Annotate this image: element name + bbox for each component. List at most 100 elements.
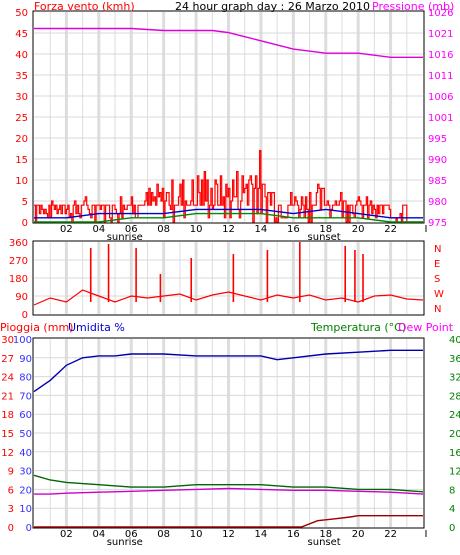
- hour-label: 20: [352, 224, 365, 235]
- sunrise-label: sunrise: [107, 537, 143, 548]
- wind-tick-label: 35: [15, 71, 28, 82]
- hour-label: 22: [384, 224, 397, 235]
- pressure-tick-label: 1006: [428, 92, 453, 103]
- wind-direction-line: [33, 289, 424, 306]
- pressure-axis-title: Pressione (mb): [372, 0, 454, 13]
- pressure-tick-label: 985: [428, 176, 447, 187]
- dewpoint-axis-title: Dew Point: [398, 321, 454, 334]
- hour-label: 22: [384, 529, 397, 540]
- wind-tick-label: 25: [15, 113, 28, 124]
- pressure-tick-label: 990: [428, 155, 447, 166]
- rain-tick-label: 21: [1, 391, 14, 402]
- humidity-axis-title: Umidita %: [68, 321, 125, 334]
- axis-labels: 0510152025303540455097598098599099510011…: [1, 8, 460, 548]
- wind-pressure-plot: [34, 27, 423, 223]
- humidity-tick-label: 100: [13, 335, 32, 346]
- direction-tick-label: 0: [22, 310, 28, 321]
- temperature-tick-label: 40: [449, 335, 460, 346]
- humidity-tick-label: 10: [19, 504, 32, 515]
- pressure-tick-label: 980: [428, 197, 447, 208]
- hour-label: 04: [92, 529, 105, 540]
- wind-tick-label: 0: [22, 218, 28, 229]
- rain-tick-label: 15: [1, 429, 14, 440]
- rain-tick-label: 6: [8, 485, 14, 496]
- humidity-tick-label: 80: [19, 373, 32, 384]
- rain-tick-label: 12: [1, 448, 14, 459]
- hour-label: 06: [125, 224, 138, 235]
- hour-label: 10: [190, 529, 203, 540]
- rain-axis-title: Pioggia (mm): [0, 321, 73, 334]
- wind-tick-label: 20: [15, 134, 28, 145]
- direction-compass-label: S: [434, 274, 440, 285]
- humidity-tick-label: 90: [19, 354, 32, 365]
- humidity-line: [33, 349, 423, 393]
- hour-label: 20: [352, 529, 365, 540]
- hour-label: 08: [157, 529, 170, 540]
- hour-label: 08: [157, 224, 170, 235]
- wind-tick-label: 10: [15, 176, 28, 187]
- hour-label: 18: [319, 224, 332, 235]
- sunset-label: sunset: [308, 232, 341, 243]
- hour-end-tick: I: [425, 529, 428, 540]
- rain-tick-label: 30: [1, 335, 14, 346]
- humidity-tick-label: 70: [19, 391, 32, 402]
- pressure-tick-label: 1026: [428, 8, 453, 19]
- wind-tick-label: 5: [22, 197, 28, 208]
- pressure-tick-label: 1001: [428, 113, 453, 124]
- rain-humidity-plot: [33, 349, 424, 528]
- temperature-tick-label: 12: [449, 467, 460, 478]
- wind-tick-label: 30: [15, 92, 28, 103]
- temperature-tick-label: 4: [449, 504, 455, 515]
- temperature-line: [33, 474, 424, 493]
- hour-label: 02: [60, 529, 73, 540]
- temperature-tick-label: 0: [449, 523, 455, 534]
- wind-tick-label: 50: [15, 8, 28, 19]
- temperature-tick-label: 20: [449, 429, 460, 440]
- hour-label: 02: [60, 224, 73, 235]
- humidity-tick-label: 20: [19, 485, 32, 496]
- pressure-tick-label: 1011: [428, 71, 453, 82]
- wind-average-line: [34, 208, 423, 219]
- humidity-tick-label: 0: [26, 523, 32, 534]
- temperature-tick-label: 16: [449, 448, 460, 459]
- humidity-tick-label: 30: [19, 467, 32, 478]
- pressure-tick-label: 1021: [428, 29, 453, 40]
- wind-tick-label: 45: [15, 29, 28, 40]
- wind-tick-label: 15: [15, 155, 28, 166]
- direction-tick-label: 360: [9, 238, 28, 249]
- hour-label: 16: [287, 224, 300, 235]
- rain-tick-label: 3: [8, 504, 14, 515]
- temperature-tick-label: 36: [449, 354, 460, 365]
- hour-label: 18: [319, 529, 332, 540]
- wind-axis-title: Forza vento (kmh): [34, 0, 135, 13]
- humidity-tick-label: 60: [19, 410, 32, 421]
- hour-label: 12: [222, 529, 235, 540]
- pressure-tick-label: 995: [428, 134, 447, 145]
- hour-label: 16: [287, 529, 300, 540]
- rain-tick-label: 0: [8, 523, 14, 534]
- temperature-tick-label: 8: [449, 485, 455, 496]
- pressure-tick-label: 1016: [428, 50, 453, 61]
- wind-gust-line: [34, 150, 423, 223]
- direction-compass-label: N: [434, 304, 441, 315]
- rain-tick-label: 9: [8, 467, 14, 478]
- direction-tick-label: 180: [9, 274, 28, 285]
- sunrise-label: sunrise: [107, 232, 143, 243]
- temperature-tick-label: 32: [449, 373, 460, 384]
- wind-speed-line: [34, 212, 423, 223]
- pressure-line: [34, 27, 423, 58]
- temperature-tick-label: 28: [449, 391, 460, 402]
- rain-line: [34, 515, 423, 528]
- hour-label: 10: [190, 224, 203, 235]
- rain-tick-label: 18: [1, 410, 14, 421]
- chart-title: 24 hour graph day : 26 Marzo 2010: [175, 0, 370, 13]
- direction-tick-label: 270: [9, 256, 28, 267]
- temperature-tick-label: 24: [449, 410, 460, 421]
- dewpoint-line: [34, 487, 424, 495]
- rain-tick-label: 24: [1, 373, 14, 384]
- rain-tick-label: 27: [1, 354, 14, 365]
- pressure-tick-label: 975: [428, 218, 447, 229]
- hour-end-tick: I: [425, 224, 428, 235]
- direction-tick-label: 90: [15, 292, 28, 303]
